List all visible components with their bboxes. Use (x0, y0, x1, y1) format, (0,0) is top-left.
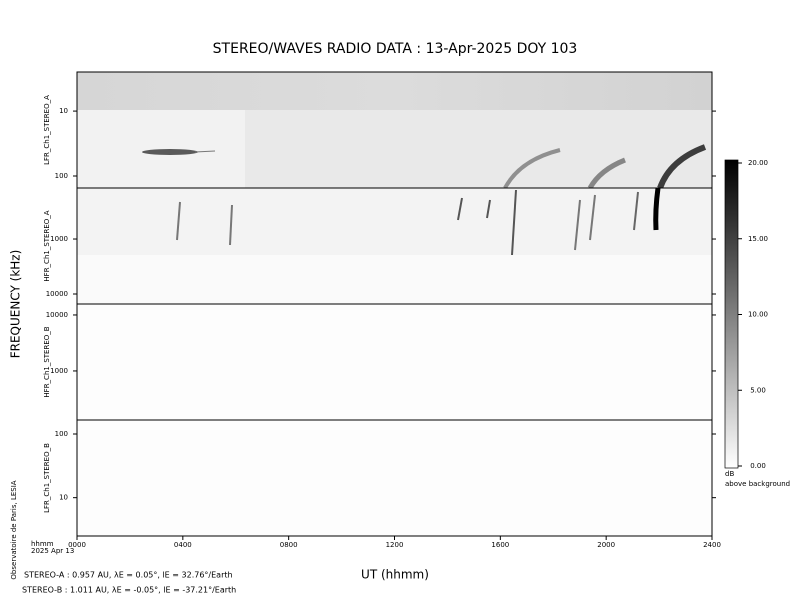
colorbar-tick-label: 5.00 (750, 386, 766, 394)
y-tick-label: 10000 (46, 311, 68, 319)
y-tick-label: 1000 (50, 367, 68, 375)
y-tick-label: 1000 (50, 235, 68, 243)
x-tick-label: 1200 (386, 541, 404, 549)
x-axis-label: UT (hhmm) (361, 568, 429, 582)
y-tick-label: 100 (55, 172, 68, 180)
chart-title: STEREO/WAVES RADIO DATA : 13-Apr-2025 DO… (213, 41, 578, 57)
footer-line: STEREO-A : 0.957 AU, λE = 0.05°, lE = 32… (24, 571, 233, 580)
panel-label: HFR_Ch1_STEREO_A (43, 210, 51, 281)
time-unit: hhmm (31, 540, 54, 548)
x-tick-label: 2000 (597, 541, 615, 549)
colorbar-tick-label: 20.00 (748, 159, 768, 167)
colorbar-tick-label: 0.00 (750, 462, 766, 470)
x-tick-label: 0800 (280, 541, 298, 549)
colorbar-caption: above background (725, 480, 790, 488)
y-axis-label: FREQUENCY (kHz) (9, 250, 23, 359)
credit: Observatoire de Paris, LESIA (10, 480, 18, 579)
colorbar (724, 159, 739, 469)
date: 2025 Apr 13 (31, 547, 74, 555)
colorbar-tick-label: 10.00 (748, 311, 768, 319)
y-tick-label: 100 (55, 430, 68, 438)
x-tick-label: 1600 (491, 541, 509, 549)
x-tick-label: 0400 (174, 541, 192, 549)
y-tick-label: 10 (59, 494, 68, 502)
x-tick-label: 0000 (68, 541, 86, 549)
panel-label: HFR_Ch1_STEREO_B (43, 326, 51, 397)
y-tick-label: 10000 (46, 290, 68, 298)
footer-line: STEREO-B : 1.011 AU, λE = -0.05°, lE = -… (22, 586, 236, 595)
colorbar-tick-label: 15.00 (748, 235, 768, 243)
y-tick-label: 10 (59, 107, 68, 115)
panel-label: LFR_Ch1_STEREO_A (43, 95, 51, 165)
colorbar-unit: dB (725, 470, 734, 478)
panel-label: LFR_Ch1_STEREO_B (43, 443, 51, 513)
x-tick-label: 2400 (703, 541, 721, 549)
